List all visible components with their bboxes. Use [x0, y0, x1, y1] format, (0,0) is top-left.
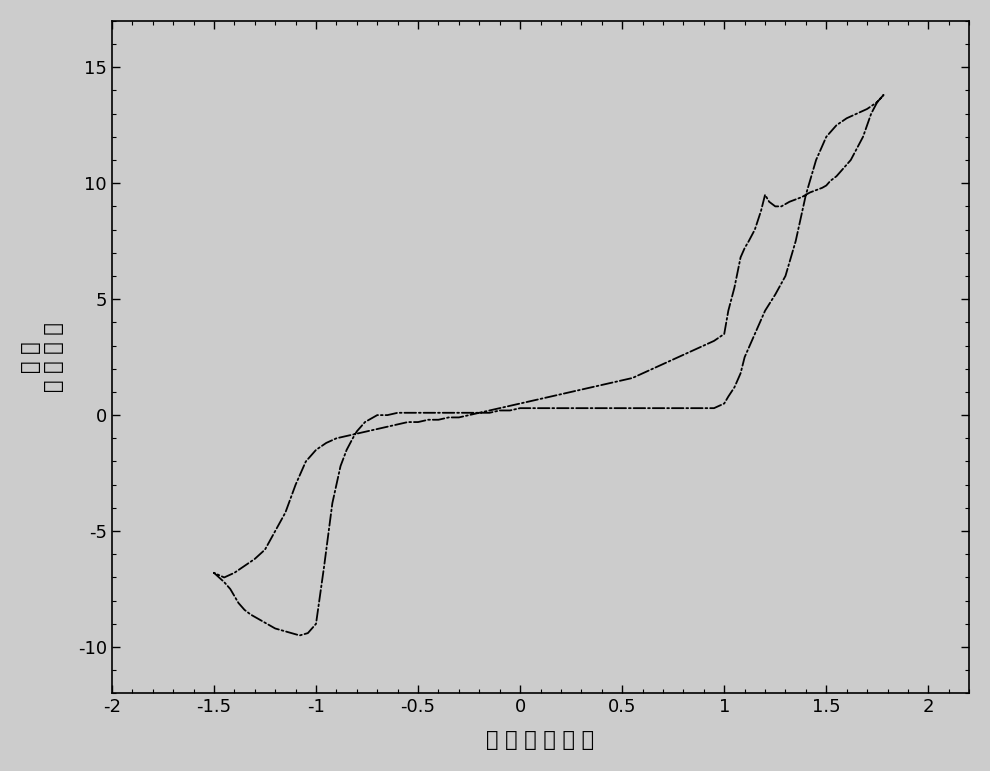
- X-axis label: 电 位 （ 伏 特 ）: 电 位 （ 伏 特 ）: [486, 730, 595, 750]
- Y-axis label: 电 流
（ 微 安 ）: 电 流 （ 微 安 ）: [21, 322, 64, 392]
